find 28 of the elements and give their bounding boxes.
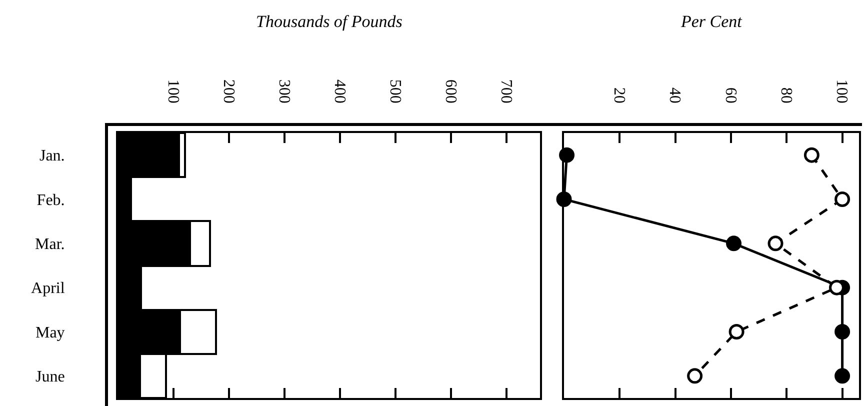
x-tick-label: 80: [777, 87, 794, 104]
y-tick-label: Feb.: [36, 192, 65, 209]
y-tick-label: Mar.: [35, 236, 65, 254]
point: [726, 236, 742, 252]
x-tick-label: 60: [722, 87, 739, 104]
x-tick-label: 300: [275, 79, 292, 104]
point: [768, 236, 784, 252]
x-axis-title: Thousands of Pounds: [256, 12, 403, 31]
x-axis-title: Per Cent: [680, 12, 744, 31]
x-tick-label: 700: [497, 79, 514, 104]
x-tick-label: 40: [666, 87, 684, 104]
x-tick-label: 600: [442, 79, 459, 104]
x-tick-label: 100: [164, 79, 182, 104]
x-tick-label: 100: [833, 79, 850, 104]
y-tick-label: Jan.: [39, 148, 65, 165]
y-tick-label: May: [35, 324, 65, 342]
point: [834, 324, 850, 340]
x-tick-label: 200: [220, 79, 237, 104]
x-tick-label: 400: [330, 79, 348, 104]
point: [804, 147, 820, 163]
x-tick-label: 20: [610, 87, 628, 104]
point: [834, 368, 850, 384]
point: [834, 192, 850, 207]
x-tick-label: 500: [386, 79, 404, 104]
y-tick-label: April: [31, 280, 66, 298]
point: [687, 368, 703, 384]
y-tick-label: June: [35, 368, 65, 386]
point: [728, 324, 744, 340]
